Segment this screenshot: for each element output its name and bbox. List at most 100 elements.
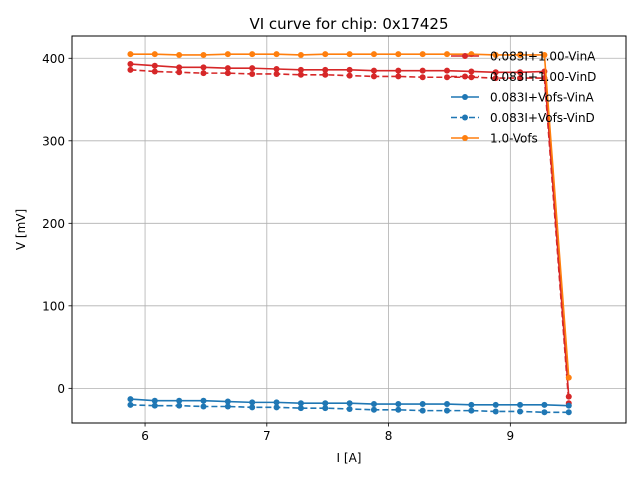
x-tick-label: 6 xyxy=(141,429,149,443)
x-tick-label: 7 xyxy=(263,429,271,443)
data-point xyxy=(249,399,256,406)
data-point xyxy=(492,408,499,415)
data-point xyxy=(322,51,329,58)
data-point xyxy=(419,74,426,81)
data-point xyxy=(541,401,548,408)
data-point xyxy=(541,409,548,416)
data-point xyxy=(492,75,499,82)
data-point xyxy=(176,51,183,58)
data-point xyxy=(127,396,134,403)
data-point xyxy=(346,66,353,73)
chart-title: VI curve for chip: 0x17425 xyxy=(249,15,448,33)
data-point xyxy=(249,70,256,77)
data-point xyxy=(444,51,451,58)
data-point xyxy=(151,402,158,409)
data-point xyxy=(492,401,499,408)
legend-marker xyxy=(462,73,468,80)
data-point xyxy=(224,70,231,77)
data-point xyxy=(468,407,475,414)
data-point xyxy=(468,401,475,408)
data-point xyxy=(492,69,499,76)
data-point xyxy=(297,66,304,73)
data-point xyxy=(127,401,134,408)
data-point xyxy=(176,397,183,404)
data-point xyxy=(200,397,207,404)
y-tick-label: 300 xyxy=(42,134,65,148)
data-point xyxy=(224,65,231,72)
data-point xyxy=(444,407,451,414)
data-point xyxy=(517,69,524,76)
data-point xyxy=(322,71,329,78)
data-point xyxy=(322,400,329,407)
y-tick-label: 0 xyxy=(57,382,65,396)
data-point xyxy=(200,64,207,71)
data-point xyxy=(127,66,134,73)
legend-marker xyxy=(462,94,468,100)
data-point xyxy=(249,65,256,72)
data-point xyxy=(322,66,329,73)
data-point xyxy=(517,401,524,408)
data-point xyxy=(200,51,207,58)
data-point xyxy=(517,75,524,82)
data-point xyxy=(127,51,134,58)
data-point xyxy=(346,405,353,412)
legend-marker xyxy=(462,53,468,59)
legend-label: 1.0-Vofs xyxy=(490,132,538,146)
data-point xyxy=(176,402,183,409)
data-point xyxy=(565,374,572,381)
data-point xyxy=(419,67,426,74)
x-tick-label: 8 xyxy=(385,429,393,443)
data-point xyxy=(395,67,402,74)
data-point xyxy=(151,397,158,404)
data-point xyxy=(127,61,134,68)
legend-marker xyxy=(462,135,468,141)
data-point xyxy=(565,402,572,409)
data-point xyxy=(297,71,304,78)
data-point xyxy=(370,406,377,413)
data-point xyxy=(176,69,183,76)
data-point xyxy=(517,51,524,58)
data-point xyxy=(370,51,377,58)
legend-label: 0.083I+1.00-VinA xyxy=(490,50,596,64)
data-point xyxy=(151,68,158,75)
data-point xyxy=(565,409,572,416)
y-tick-label: 100 xyxy=(42,299,65,313)
series-layer xyxy=(127,51,572,416)
data-point xyxy=(517,408,524,415)
data-point xyxy=(468,68,475,75)
axis-ticks: 6 7 8 9 0 100 200 300 400 xyxy=(42,52,514,443)
legend-marker xyxy=(462,114,468,121)
data-point xyxy=(419,401,426,408)
data-point xyxy=(395,73,402,80)
data-point xyxy=(200,70,207,77)
data-point xyxy=(224,398,231,405)
data-point xyxy=(249,51,256,58)
data-point xyxy=(541,51,548,58)
data-point xyxy=(200,403,207,410)
data-point xyxy=(395,406,402,413)
legend-label: 0.083I+1.00-VinD xyxy=(490,70,596,84)
y-axis-label: V [mV] xyxy=(14,209,28,250)
legend: 0.083I+1.00-VinA 0.083I+1.00-VinD 0.083I+V… xyxy=(451,50,596,146)
x-axis-label: I [A] xyxy=(337,451,362,465)
grid xyxy=(72,36,626,423)
data-point xyxy=(419,407,426,414)
data-point xyxy=(297,400,304,407)
legend-label: 0.083I+Vofs-VinD xyxy=(490,111,595,125)
data-point xyxy=(346,400,353,407)
data-point xyxy=(297,405,304,412)
data-point xyxy=(444,74,451,81)
data-point xyxy=(224,403,231,410)
plot-frame xyxy=(71,35,627,424)
data-point xyxy=(273,51,280,58)
data-point xyxy=(370,401,377,408)
data-point xyxy=(297,51,304,58)
data-point xyxy=(273,404,280,411)
data-point xyxy=(176,64,183,71)
data-point xyxy=(370,67,377,74)
data-point xyxy=(492,51,499,58)
data-point xyxy=(370,73,377,80)
y-tick-label: 200 xyxy=(42,217,65,231)
